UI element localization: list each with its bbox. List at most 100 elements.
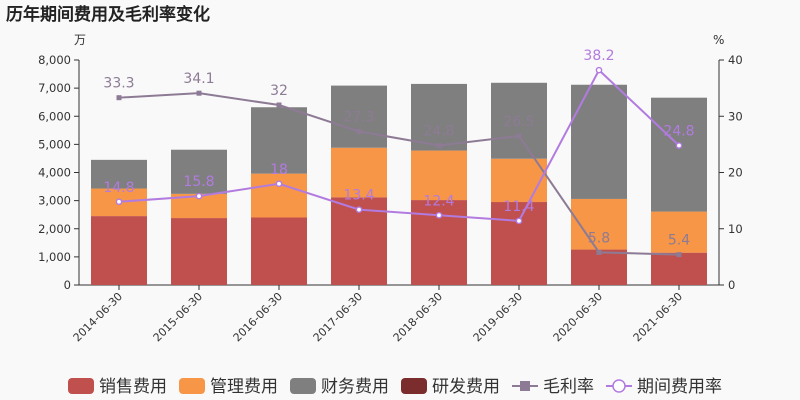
data-label: 24.8 [423,124,454,140]
data-label: 24.8 [663,124,694,140]
legend-item[interactable]: 销售费用 [68,377,167,397]
legend-item[interactable]: 毛利率 [512,377,594,397]
bar-segment [571,84,627,199]
line-point [435,211,443,219]
series-line [118,92,680,256]
bar-segment [171,218,227,285]
line-point [196,90,202,96]
bar-segment [411,150,467,201]
x-tick-label: 2016-06-30 [231,290,285,344]
bar-segment [571,249,627,285]
bar-segment [331,147,387,198]
bar-segment [411,83,467,151]
data-label: 12.4 [423,193,454,209]
data-label: 11.4 [503,199,534,215]
bar-segment [491,202,547,285]
legend-item[interactable]: 财务费用 [290,377,389,397]
bars [91,82,707,285]
legend-swatch [68,378,94,394]
line-point [115,198,123,206]
data-label: 33.3 [103,76,134,92]
left-tick-label: 5,000 [38,137,71,151]
series-line [118,68,680,222]
bar-segment [651,97,707,212]
legend-swatch [401,378,427,394]
data-label: 26.5 [503,114,534,130]
line-point [596,249,602,255]
right-axis-unit: % [713,33,724,47]
left-tick-label: 3,000 [38,194,71,208]
bar-segment [651,252,707,285]
data-label: 5.8 [588,230,610,246]
legend-label: 毛利率 [543,377,594,397]
line-point [356,128,362,134]
right-tick-label: 10 [728,222,743,236]
line-point [116,95,122,101]
line-point [195,192,203,200]
legend-label: 研发费用 [432,377,500,397]
bar-segment [331,85,387,148]
bar-segment [491,82,547,159]
bar-segment [251,217,307,285]
data-labels: 33.3 34.1 32 27.3 24.8 26.5 5.8 5.4 14.8 15.8 18 13… [103,48,694,249]
x-tick-label: 2014-06-30 [71,290,125,344]
left-tick-label: 1,000 [38,250,71,264]
legend-swatch-marker [520,381,530,391]
legend-swatch-marker [612,379,626,393]
line-point [275,180,283,188]
x-tick-label: 2017-06-30 [311,290,365,344]
legend-label: 财务费用 [321,377,389,397]
left-axis-unit: 万 [74,33,86,47]
left-tick-label: 2,000 [38,222,71,236]
bar-segment [171,149,227,194]
legend-label: 期间费用率 [637,377,722,397]
left-tick-label: 7,000 [38,81,71,95]
x-tick-label: 2018-06-30 [391,290,445,344]
legend-label: 管理费用 [210,377,278,397]
data-label: 32 [270,83,288,99]
legend-item[interactable]: 研发费用 [401,377,500,397]
data-label: 5.4 [668,233,690,249]
legend-swatch [179,378,205,394]
legend-swatch [290,378,316,394]
right-tick-label: 40 [728,53,743,67]
legend-item[interactable]: 管理费用 [179,377,278,397]
line-point [516,133,522,139]
bar-segment [251,107,307,174]
line-point [676,252,682,258]
left-tick-label: 0 [64,278,71,292]
right-tick-label: 0 [728,278,735,292]
x-tick-label: 2019-06-30 [471,290,525,344]
right-tick-label: 30 [728,109,743,123]
line-point [436,143,442,148]
x-tick-label: 2015-06-30 [151,290,205,344]
line-point [355,206,363,213]
x-tick-label: 2020-06-30 [551,290,605,344]
lines [115,66,683,258]
bar-segment [91,216,147,285]
legend-item[interactable]: 期间费用率 [606,377,722,397]
right-tick-label: 20 [728,166,743,180]
left-tick-label: 6,000 [38,109,71,123]
data-label: 18 [270,162,288,178]
line-point [515,217,523,225]
bar-segment [251,173,307,218]
data-label: 15.8 [183,174,214,190]
line-point [276,102,282,108]
data-label: 13.4 [343,188,374,204]
bar-segment [651,211,707,253]
data-label: 38.2 [583,48,614,64]
data-label: 27.3 [343,109,374,125]
chart-title: 历年期间费用及毛利率变化 [6,4,210,25]
legend-label: 销售费用 [99,377,167,397]
data-label: 34.1 [183,71,214,87]
x-tick-label: 2021-06-30 [631,290,685,344]
legend[interactable]: 销售费用 管理费用 财务费用 研发费用 毛利率 期间费用率 [68,377,722,397]
left-tick-label: 8,000 [38,53,71,67]
line-point [595,66,603,74]
bar-segment [91,159,147,189]
line-point [675,142,683,149]
data-label: 14.8 [103,180,134,196]
left-tick-label: 4,000 [38,166,71,180]
